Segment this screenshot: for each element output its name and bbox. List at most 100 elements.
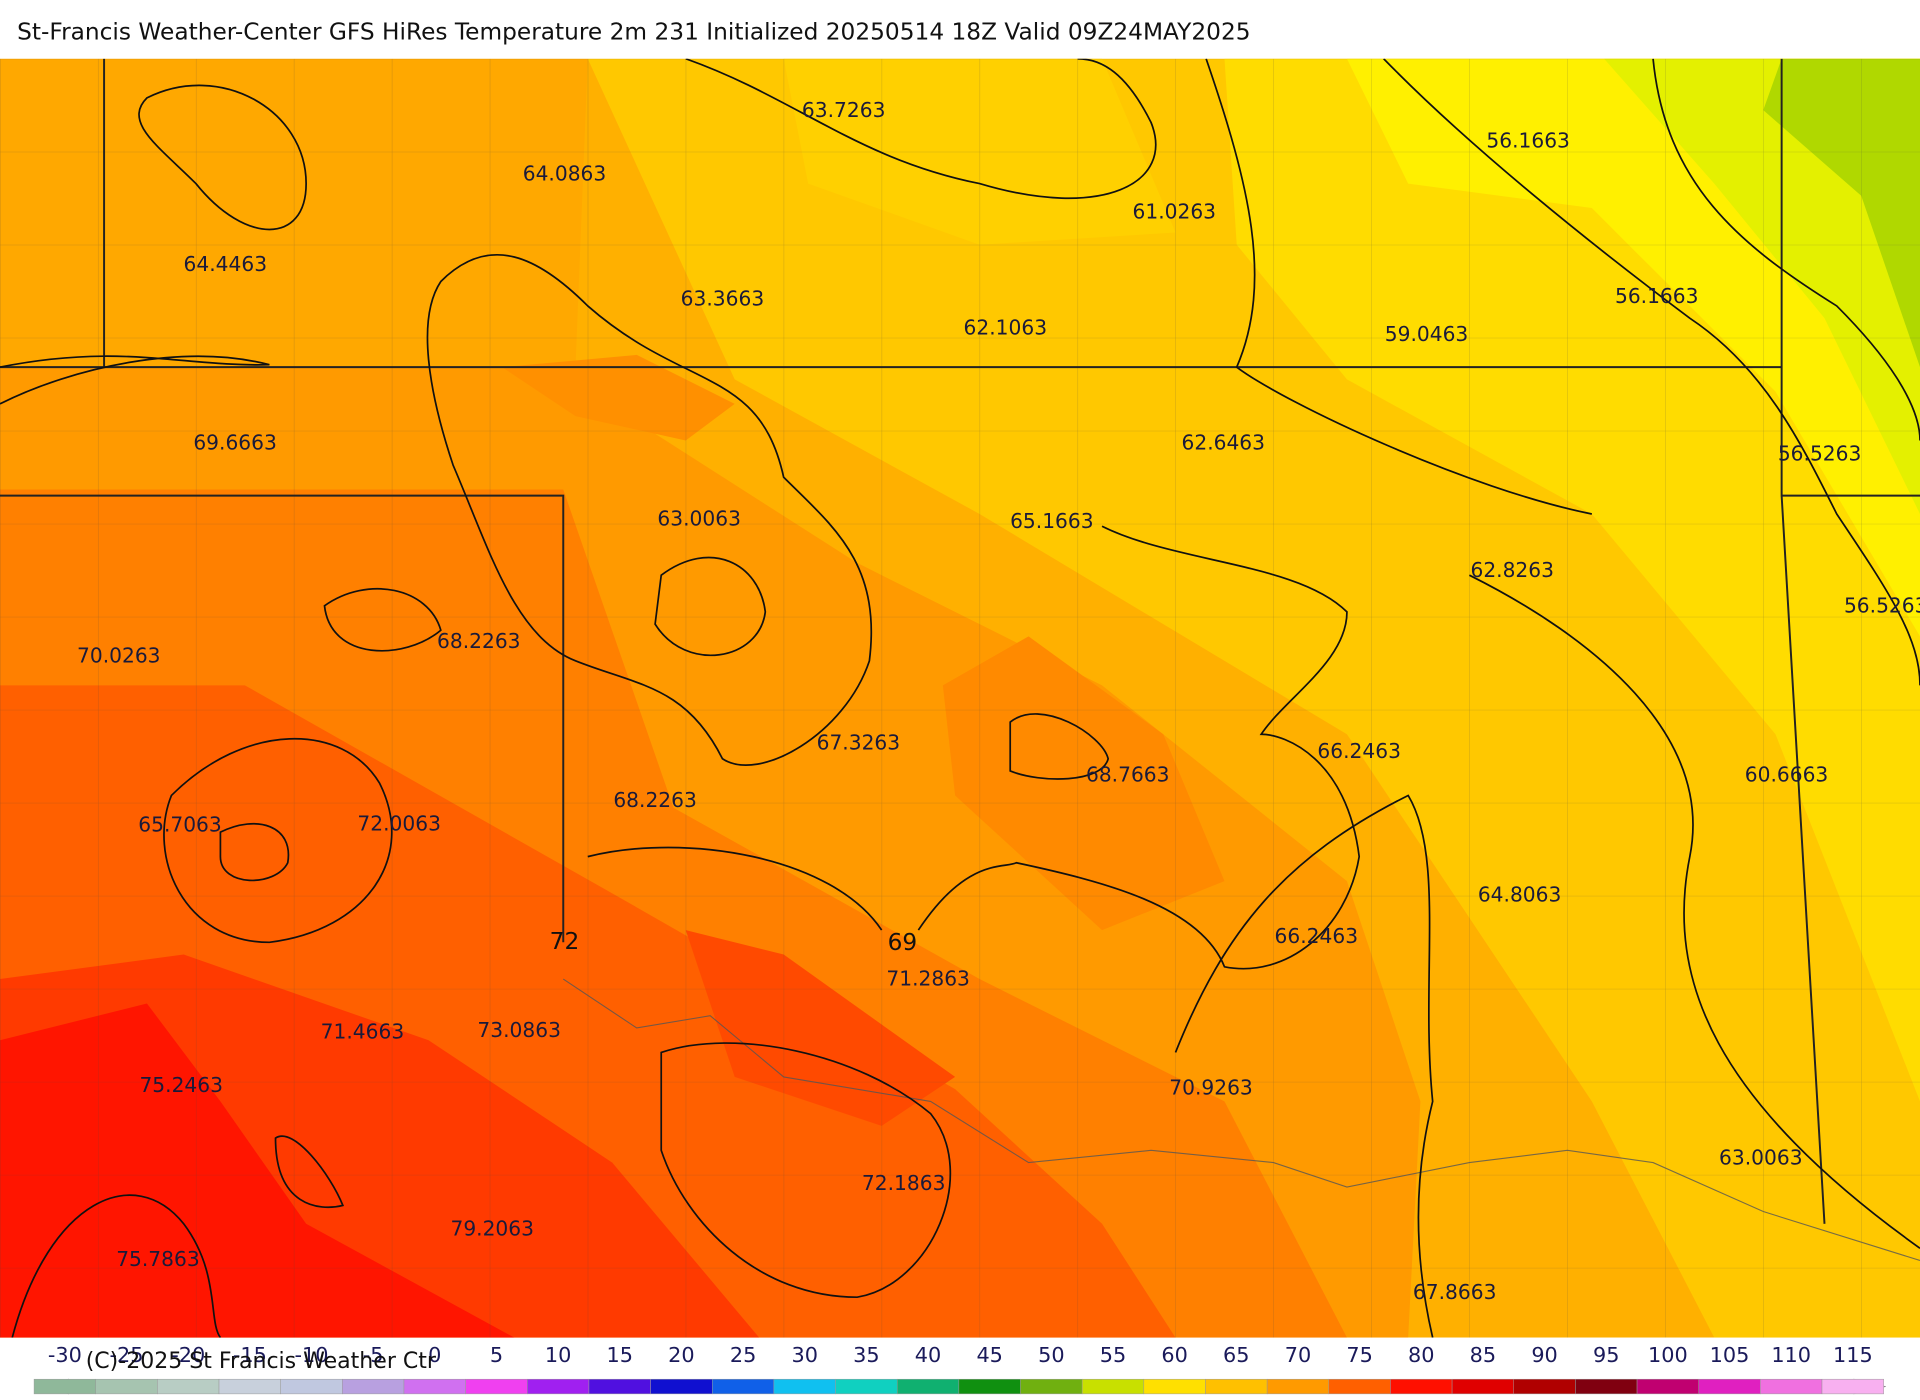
colorbar-tick-label: 60 [1161,1343,1187,1367]
temperature-label: 56.5263 [1844,593,1920,617]
colorbar-swatch [1143,1378,1206,1395]
colorbar-tick-label: 30 [791,1343,817,1367]
colorbar-swatch [588,1378,651,1395]
colorbar-swatch [342,1378,405,1395]
colorbar-tick-label: 55 [1100,1343,1126,1367]
colorbar-tick-label: 75 [1346,1343,1372,1367]
temperature-label: 66.2463 [1317,739,1401,763]
colorbar-tick-label: 20 [668,1343,694,1367]
colorbar-tick-label: 45 [976,1343,1002,1367]
colorbar-tick-label: 10 [545,1343,571,1367]
temperature-label: 66.2463 [1275,924,1359,948]
contour-label: 72 [550,928,580,955]
colorbar-tick-label: 35 [853,1343,879,1367]
colorbar-tick-label: 80 [1408,1343,1434,1367]
state-borders [0,58,1920,1224]
river [562,978,1920,1262]
temperature-labels: 63.7263 64.0863 56.1663 61.0263 64.4463 63.36… [77,98,1920,1304]
contours [0,58,1920,1338]
colorbar-swatch [1328,1378,1391,1395]
temperature-label: 75.2463 [139,1073,223,1097]
colorbar-tick-label: -15 [233,1343,267,1367]
colorbar-swatch [1636,1378,1699,1395]
temperature-label: 67.8663 [1413,1280,1497,1304]
colorbar-swatch [403,1378,466,1395]
colorbar-swatch [465,1378,528,1395]
temperature-label: 63.0063 [657,507,741,531]
temperature-label: 64.0863 [523,162,607,186]
colorbar-swatch [773,1378,836,1395]
temperature-label: 56.1663 [1615,284,1699,308]
temperature-label: 79.2063 [450,1216,534,1240]
colorbar-swatch [1266,1378,1330,1395]
colorbar-swatch [1205,1378,1268,1395]
temperature-label: 63.0063 [1719,1145,1803,1169]
colorbar-swatch [1760,1378,1823,1395]
temperature-label: 64.4463 [184,252,268,276]
colorbar-tick-label: 110 [1771,1343,1811,1367]
colorbar-tick-label: 40 [915,1343,941,1367]
colorbar-swatch [95,1378,158,1395]
colorbar-tick-label: 65 [1223,1343,1249,1367]
colorbar-swatch [1390,1378,1453,1395]
temperature-label: 71.2863 [886,967,970,991]
colorbar-tick-label: 50 [1038,1343,1064,1367]
colorbar: -30 -25 -20 -15 -10 -5 0 5 10 15 20 25 30 35 40 45 50 55 6… [33,1343,1886,1395]
colorbar-tick-label: -25 [110,1343,144,1367]
temperature-label: 73.0863 [477,1018,561,1042]
colorbar-swatch [1020,1378,1083,1395]
map-title: St-Francis Weather-Center GFS HiRes Temp… [17,19,1250,46]
colorbar-swatch [218,1378,281,1395]
colorbar-tick-label: 0 [428,1343,441,1367]
temperature-label: 71.4663 [321,1019,405,1043]
temperature-label: 63.3663 [681,286,765,310]
colorbar-swatch [157,1378,220,1395]
colorbar-swatch [1698,1378,1761,1395]
colorbar-tick-label: 5 [490,1343,503,1367]
temperature-label: 56.5263 [1778,442,1862,466]
temperature-label: 60.6663 [1745,762,1829,786]
colorbar-swatch [1451,1378,1514,1395]
temperature-label: 75.7863 [116,1247,200,1271]
temperature-label: 67.3263 [817,731,901,755]
colorbar-tick-label: -30 [48,1343,82,1367]
map-field [0,58,1920,1338]
colorbar-tick-label: 100 [1648,1343,1688,1367]
colorbar-tick-label: 70 [1285,1343,1311,1367]
colorbar-swatch [650,1378,713,1395]
colorbar-swatch [33,1378,96,1395]
colorbar-tick-label: 105 [1710,1343,1750,1367]
colorbar-tick-label: 85 [1470,1343,1496,1367]
temperature-label: 63.7263 [802,98,886,122]
temperature-label: 62.1063 [964,316,1048,340]
colorbar-swatch [1513,1378,1576,1395]
temperature-label: 61.0263 [1133,199,1217,223]
colorbar-swatch [280,1378,343,1395]
colorbar-tick-label: -10 [295,1343,329,1367]
colorbar-tick-label: -5 [363,1343,384,1367]
temperature-label: 65.1663 [1010,509,1094,533]
temperature-label: 68.2263 [613,788,697,812]
colorbar-tick-label: 15 [607,1343,633,1367]
colorbar-swatch [712,1378,775,1395]
colorbar-tick-label: 90 [1531,1343,1557,1367]
colorbar-swatch [1821,1378,1884,1395]
temperature-label: 68.7663 [1086,762,1170,786]
temperature-label: 72.1863 [862,1171,946,1195]
temperature-label: 70.9263 [1169,1076,1253,1100]
copyright: (C)-2025 St Francis Weather Ctr [86,1349,437,1374]
colorbar-swatch [527,1378,590,1395]
colorbar-swatch [1575,1378,1638,1395]
temperature-label: 62.8263 [1470,558,1554,582]
colorbar-swatch [835,1378,898,1395]
county-lines [0,58,1920,1338]
temperature-label: 70.0263 [77,644,161,668]
colorbar-tick-label: -20 [171,1343,205,1367]
temperature-label: 56.1663 [1486,128,1570,152]
colorbar-tick-label: 25 [730,1343,756,1367]
colorbar-swatch [896,1378,960,1395]
temperature-label: 65.7063 [138,813,222,837]
temperature-label: 62.6463 [1182,431,1266,455]
